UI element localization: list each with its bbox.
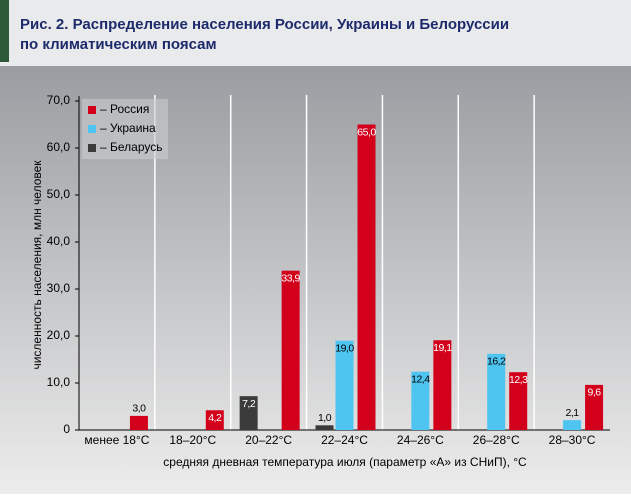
legend-label: – Россия bbox=[100, 102, 149, 116]
legend-label: – Украина bbox=[100, 121, 156, 135]
header-background bbox=[0, 0, 631, 66]
bar bbox=[357, 124, 376, 430]
value-label: 2,1 bbox=[566, 407, 580, 419]
bar bbox=[281, 270, 300, 430]
value-label: 12,4 bbox=[411, 374, 430, 386]
bar bbox=[129, 415, 148, 430]
bar bbox=[585, 384, 604, 430]
x-tick-label: 26–28°С bbox=[473, 433, 520, 447]
x-tick-label: 22–24°С bbox=[321, 433, 368, 447]
value-label: 12,3 bbox=[509, 374, 528, 386]
bar bbox=[411, 371, 430, 430]
x-tick-label: 20–22°С bbox=[245, 433, 292, 447]
bar bbox=[433, 340, 452, 430]
value-label: 19,0 bbox=[335, 342, 354, 354]
x-tick-label: 18–20°С bbox=[169, 433, 216, 447]
y-tick-label: 0 bbox=[63, 422, 70, 436]
y-tick-label: 10,0 bbox=[47, 375, 71, 389]
y-tick-label: 50,0 bbox=[47, 187, 71, 201]
value-label: 65,0 bbox=[357, 126, 376, 138]
value-label: 16,2 bbox=[487, 356, 506, 368]
bar bbox=[205, 410, 224, 430]
bar bbox=[335, 340, 354, 430]
legend-swatch bbox=[88, 125, 96, 133]
legend-swatch bbox=[88, 106, 96, 114]
value-label: 19,1 bbox=[433, 342, 452, 354]
value-label: 3,0 bbox=[132, 403, 146, 415]
y-tick-label: 70,0 bbox=[47, 93, 71, 107]
legend-box bbox=[82, 99, 168, 159]
chart-subtitle: по климатическим поясам bbox=[20, 36, 217, 53]
x-axis-label: средняя дневная температура июля (параме… bbox=[163, 455, 527, 469]
bar bbox=[487, 353, 506, 430]
bar bbox=[315, 425, 334, 430]
value-label: 7,2 bbox=[242, 398, 256, 410]
bar bbox=[509, 372, 528, 430]
value-label: 33,9 bbox=[281, 272, 300, 284]
y-tick-label: 20,0 bbox=[47, 328, 71, 342]
x-tick-label: 24–26°С bbox=[397, 433, 444, 447]
bar bbox=[239, 396, 258, 430]
chart-title: Рис. 2. Распределение населения России, … bbox=[20, 16, 509, 33]
legend-label: – Беларусь bbox=[100, 140, 163, 154]
bar bbox=[563, 420, 582, 430]
x-tick-label: менее 18°С bbox=[84, 433, 149, 447]
value-label: 4,2 bbox=[208, 412, 222, 424]
value-label: 9,6 bbox=[588, 387, 602, 399]
y-tick-label: 30,0 bbox=[47, 281, 71, 295]
y-tick-label: 40,0 bbox=[47, 234, 71, 248]
x-tick-label: 28–30°С bbox=[549, 433, 596, 447]
value-label: 1,0 bbox=[318, 412, 332, 424]
y-tick-label: 60,0 bbox=[47, 140, 71, 154]
y-axis-label: численность населения, млн человек bbox=[30, 160, 44, 370]
legend-swatch bbox=[88, 144, 96, 152]
header-accent bbox=[0, 0, 9, 62]
